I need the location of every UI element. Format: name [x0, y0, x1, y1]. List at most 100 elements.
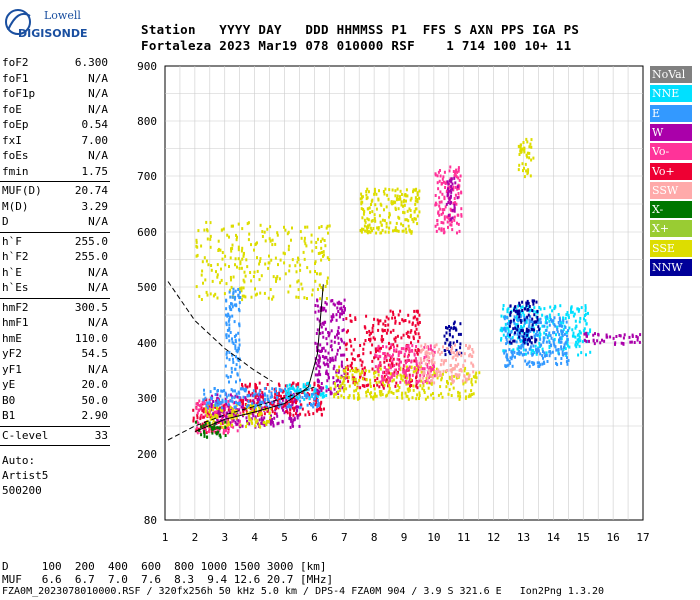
scatter-point: [408, 387, 411, 391]
scatter-point: [418, 394, 421, 397]
scatter-point: [406, 355, 409, 359]
scatter-point: [311, 393, 313, 396]
scatter-point: [258, 260, 261, 263]
scatter-point: [223, 389, 226, 393]
scatter-point: [376, 368, 379, 372]
scatter-point: [431, 375, 434, 379]
scatter-point: [499, 328, 502, 332]
scatter-point: [221, 251, 224, 254]
scatter-point: [330, 329, 333, 333]
scatter-point: [426, 363, 429, 367]
scatter-point: [500, 314, 503, 318]
scatter-point: [548, 341, 551, 344]
scatter-point: [448, 350, 451, 354]
scatter-point: [561, 324, 563, 328]
scatter-point: [327, 373, 330, 376]
scatter-point: [443, 334, 446, 338]
scatter-point: [448, 186, 451, 189]
scatter-point: [446, 369, 449, 372]
scatter-point: [413, 367, 416, 371]
scatter-point: [382, 384, 385, 388]
scatter-point: [289, 407, 292, 411]
scatter-point: [520, 329, 523, 332]
scatter-cluster: [224, 287, 242, 384]
scatter-point: [577, 309, 580, 313]
scatter-point: [525, 169, 528, 173]
scatter-point: [261, 391, 264, 395]
scatter-point: [472, 375, 475, 379]
scatter-point: [301, 396, 304, 399]
scatter-point: [312, 412, 315, 416]
scatter-point: [456, 185, 459, 189]
scatter-point: [366, 227, 369, 231]
scatter-point: [508, 324, 511, 328]
scatter-point: [530, 308, 532, 312]
scatter-point: [371, 367, 374, 371]
scatter-point: [431, 373, 434, 377]
scatter-point: [431, 349, 434, 353]
param-row: foEs N/A: [2, 149, 108, 165]
scatter-point: [271, 407, 273, 411]
scatter-point: [384, 319, 387, 323]
scatter-point: [553, 316, 556, 320]
param-row: D N/A: [2, 215, 108, 231]
scatter-point: [267, 397, 270, 401]
scatter-point: [462, 363, 465, 367]
scatter-point: [216, 389, 219, 393]
scatter-point: [366, 196, 369, 200]
scatter-point: [366, 187, 369, 191]
y-tick-label: 800: [137, 115, 157, 128]
scatter-point: [225, 333, 228, 337]
scatter-point: [546, 325, 549, 329]
param-row: foF2 6.300: [2, 56, 108, 72]
scatter-point: [362, 227, 365, 231]
scatter-point: [504, 322, 507, 326]
scatter-point: [339, 312, 342, 316]
scatter-point: [311, 293, 314, 297]
scatter-point: [430, 347, 432, 351]
scatter-point: [554, 345, 557, 349]
scatter-point: [372, 227, 375, 230]
scatter-point: [309, 384, 312, 388]
scatter-point: [252, 414, 255, 418]
scatter-point: [320, 400, 323, 404]
scatter-point: [286, 405, 289, 409]
scatter-point: [360, 207, 363, 211]
scatter-point: [530, 138, 533, 142]
scatter-point: [259, 393, 262, 397]
scatter-point: [244, 387, 247, 391]
scatter-point: [405, 230, 408, 234]
scatter-point: [336, 384, 339, 387]
scatter-point: [259, 223, 262, 227]
scatter-point: [246, 420, 248, 423]
scatter-point: [231, 400, 234, 404]
scatter-point: [454, 201, 457, 205]
scatter-point: [419, 357, 422, 361]
scatter-point: [523, 307, 526, 311]
scatter-point: [438, 213, 441, 217]
scatter-point: [523, 321, 526, 325]
scatter-point: [603, 339, 606, 343]
scatter-point: [319, 356, 321, 360]
scatter-point: [272, 424, 275, 428]
param-label: B1: [2, 409, 16, 422]
scatter-point: [241, 246, 244, 250]
scatter-point: [531, 299, 534, 303]
scatter-point: [239, 296, 242, 299]
scatter-point: [383, 219, 386, 223]
scatter-point: [246, 405, 249, 409]
scatter-point: [551, 350, 554, 354]
scatter-point: [221, 398, 224, 402]
scatter-point: [243, 280, 246, 284]
scatter-point: [440, 392, 443, 396]
scatter-point: [282, 405, 285, 409]
scatter-point: [206, 406, 209, 410]
scatter-point: [556, 328, 559, 332]
scatter-point: [443, 215, 446, 219]
scatter-point: [317, 361, 320, 364]
scatter-point: [437, 170, 440, 174]
scatter-point: [316, 399, 319, 402]
scatter-point: [450, 326, 453, 330]
scatter-point: [545, 321, 548, 325]
scatter-point: [394, 319, 397, 323]
